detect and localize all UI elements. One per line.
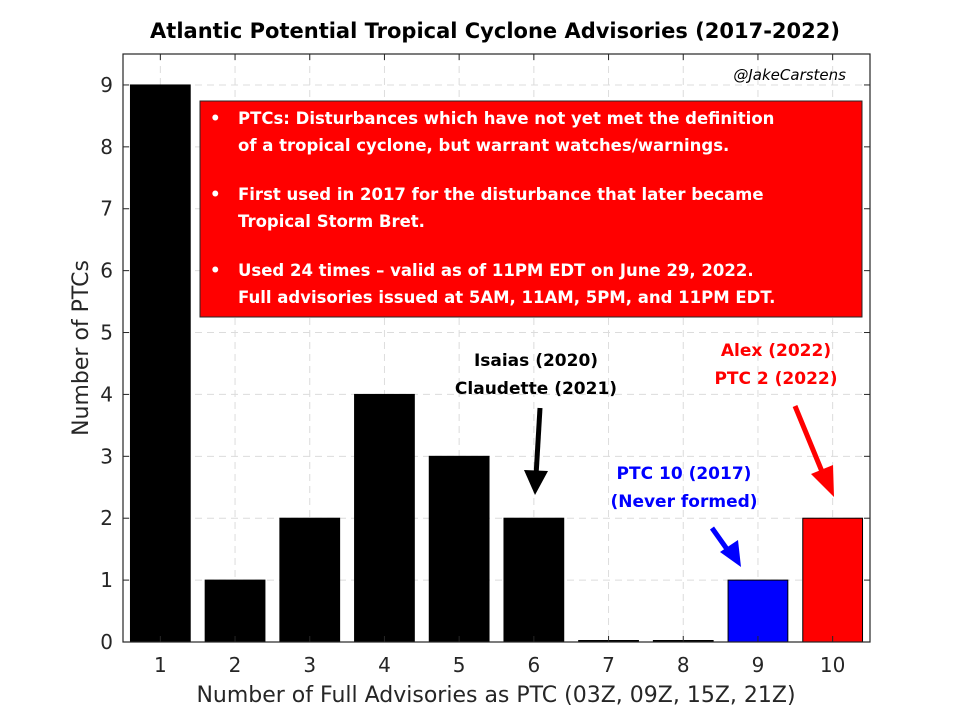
- bar-2: [204, 579, 266, 643]
- annotation-arrow-black: [533, 407, 543, 477]
- y-tick-label-6: 6: [100, 259, 113, 283]
- annotation-arrowhead-black: [524, 470, 548, 495]
- y-tick-label-0: 0: [100, 630, 113, 654]
- annotation-arrow-red: [792, 405, 826, 475]
- info-box: • PTCs: Disturbances which have not yet …: [199, 100, 863, 318]
- chart-title: Atlantic Potential Tropical Cyclone Advi…: [150, 19, 840, 43]
- annotation-ptc10-line-2: (Never formed): [610, 492, 757, 512]
- bar-5: [428, 455, 490, 643]
- y-tick-label-3: 3: [100, 444, 113, 468]
- x-tick-label-2: 2: [229, 653, 242, 677]
- x-tick-label-4: 4: [378, 653, 391, 677]
- annotation-arrowhead-blue: [720, 540, 741, 567]
- info-line-2: of a tropical cyclone, but warrant watch…: [238, 136, 729, 155]
- credit-label: @JakeCarstens: [733, 66, 846, 84]
- bar-1: [129, 84, 191, 643]
- info-bullet-2: •: [210, 185, 221, 204]
- info-line-3: First used in 2017 for the disturbance t…: [238, 185, 764, 204]
- y-axis-label: Number of PTCs: [69, 260, 94, 436]
- x-tick-label-8: 8: [677, 653, 690, 677]
- annotation-isaias-line-2: Claudette (2021): [455, 379, 617, 399]
- annotation-ptc10: PTC 10 (2017) (Never formed): [610, 464, 758, 567]
- y-tick-label-9: 9: [100, 73, 113, 97]
- bar-10: [802, 517, 864, 643]
- x-tick-label-5: 5: [453, 653, 466, 677]
- x-tick-label-10: 10: [820, 653, 845, 677]
- annotation-isaias-line-1: Isaias (2020): [474, 351, 598, 371]
- bar-3: [279, 517, 341, 643]
- info-line-6: Full advisories issued at 5AM, 11AM, 5PM…: [238, 288, 775, 307]
- info-line-4: Tropical Storm Bret.: [238, 212, 425, 231]
- x-tick-label-7: 7: [602, 653, 615, 677]
- annotation-alex-line-2: PTC 2 (2022): [714, 369, 837, 389]
- plot-frame: [122, 53, 871, 643]
- y-tick-label-7: 7: [100, 197, 113, 221]
- x-axis-label: Number of Full Advisories as PTC (03Z, 0…: [196, 683, 795, 708]
- annotation-alex-line-1: Alex (2022): [721, 341, 831, 361]
- annotation-ptc10-line-1: PTC 10 (2017): [617, 464, 752, 484]
- y-tick-label-5: 5: [100, 321, 113, 345]
- info-box-background: [199, 100, 863, 318]
- x-tick-label-3: 3: [303, 653, 316, 677]
- bar-9: [727, 579, 789, 643]
- x-tick-label-9: 9: [752, 653, 765, 677]
- y-tick-label-1: 1: [100, 568, 113, 592]
- y-tick-label-4: 4: [100, 382, 113, 406]
- info-line-5: Used 24 times – valid as of 11PM EDT on …: [238, 261, 754, 280]
- bars: [129, 84, 864, 643]
- info-line-1: PTCs: Disturbances which have not yet me…: [238, 109, 774, 128]
- info-bullet-3: •: [210, 261, 221, 280]
- x-tick-label-1: 1: [154, 653, 167, 677]
- annotation-isaias-claudette: Isaias (2020) Claudette (2021): [455, 351, 617, 495]
- axis-ticks: 0 1 2 3 4 5 6 7 8 9 1 2 3 4 5 6 7 8 9 10: [100, 54, 870, 677]
- y-tick-label-8: 8: [100, 135, 113, 159]
- y-tick-label-2: 2: [100, 506, 113, 530]
- bar-6: [503, 517, 565, 643]
- bar-4: [354, 393, 415, 643]
- annotation-arrowhead-red: [811, 465, 834, 497]
- annotation-alex-ptc2: Alex (2022) PTC 2 (2022): [714, 341, 838, 497]
- info-bullet-1: •: [210, 109, 221, 128]
- x-tick-label-6: 6: [527, 653, 540, 677]
